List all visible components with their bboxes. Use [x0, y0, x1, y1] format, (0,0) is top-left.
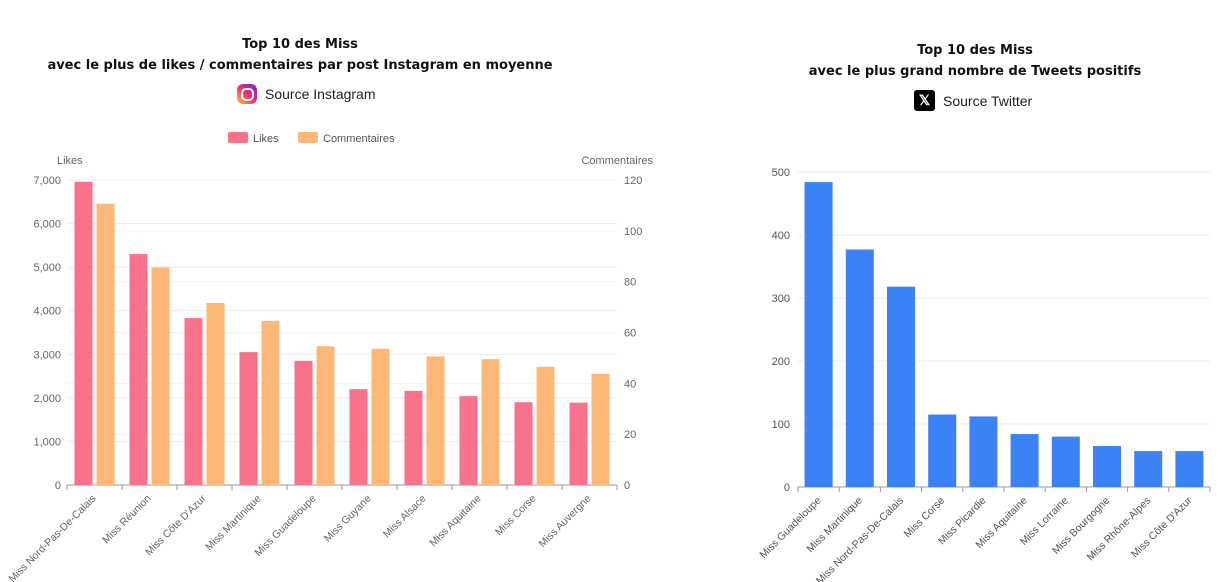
left-chart-title: Top 10 des Miss avec le plus de likes / … [20, 34, 580, 76]
left-title-line2: avec le plus de likes / commentaires par… [47, 58, 553, 73]
y-tick-label: 7,000 [33, 175, 61, 187]
left-source-label: Source Instagram [265, 86, 376, 102]
legend-swatch [228, 132, 248, 143]
bar-commentaires [591, 373, 610, 485]
x-tick-label: Miss Réunion [100, 493, 154, 547]
bar-commentaires [206, 303, 225, 485]
y-tick-label: 0 [55, 480, 61, 492]
x-tick-label: Miss Martinique [203, 493, 264, 554]
y-tick-label: 500 [772, 167, 790, 179]
bar-likes [459, 396, 478, 485]
x-tick-label: Miss Côte D'Azur [143, 492, 209, 558]
bar-tweets [887, 286, 915, 487]
bar-tweets [1175, 451, 1204, 487]
y-axis-title: Likes [57, 155, 83, 167]
y-tick-label: 300 [772, 293, 790, 305]
x-tick-label: Miss Nord-Pas-De-Calais [6, 493, 98, 582]
bar-likes [239, 352, 258, 485]
x-tick-label: Miss Corse [493, 493, 539, 539]
right-title-line1: Top 10 des Miss [917, 43, 1033, 58]
bar-likes [514, 402, 533, 485]
bar-likes [349, 389, 368, 485]
right-source-label: Source Twitter [943, 92, 1033, 109]
bar-commentaires [96, 203, 115, 485]
y2-tick-label: 0 [624, 480, 630, 492]
bar-likes [404, 390, 423, 485]
right-title-line2: avec le plus grand nombre de Tweets posi… [808, 64, 1142, 79]
y2-tick-label: 20 [624, 429, 636, 441]
right-chart-title: Top 10 des Miss avec le plus grand nombr… [775, 40, 1175, 82]
bar-commentaires [536, 366, 555, 485]
bar-likes [74, 181, 93, 485]
y-tick-label: 4,000 [33, 306, 61, 318]
y-tick-label: 0 [784, 482, 790, 494]
legend-label: Commentaires [323, 133, 395, 145]
y-tick-label: 100 [772, 419, 790, 431]
y-tick-label: 2,000 [33, 393, 61, 405]
bar-likes [569, 402, 588, 485]
y-tick-label: 1,000 [33, 436, 61, 448]
bar-tweets [928, 414, 957, 487]
y-tick-label: 200 [772, 356, 790, 368]
bar-commentaires [371, 348, 390, 485]
bar-tweets [1134, 451, 1163, 487]
y-tick-label: 5,000 [33, 262, 61, 274]
bar-commentaires [316, 346, 335, 485]
y2-tick-label: 100 [624, 226, 642, 238]
y-tick-label: 400 [772, 230, 790, 242]
legend-swatch [298, 132, 318, 143]
bar-commentaires [151, 267, 170, 485]
bar-commentaires [481, 359, 500, 485]
bar-tweets [1093, 446, 1121, 487]
y2-axis-title: Commentaires [581, 155, 653, 167]
x-tick-label: Miss Alsace [381, 493, 429, 541]
x-tick-label: Miss Guadeloupe [252, 493, 318, 559]
left-title-line1: Top 10 des Miss [242, 37, 358, 52]
y2-tick-label: 60 [624, 328, 636, 340]
bar-tweets [1051, 436, 1080, 487]
y2-tick-label: 40 [624, 378, 636, 390]
bar-likes [184, 318, 203, 485]
x-tick-label: Miss Guyane [322, 493, 374, 545]
y-tick-label: 6,000 [33, 219, 61, 231]
bar-tweets [845, 249, 874, 487]
bar-tweets [804, 182, 833, 487]
x-tick-label: Miss Aquitaine [427, 493, 483, 549]
bar-commentaires [261, 320, 280, 485]
bar-commentaires [426, 356, 445, 485]
y2-tick-label: 80 [624, 277, 636, 289]
y2-tick-label: 120 [624, 175, 642, 187]
bar-tweets [969, 416, 998, 487]
bar-likes [129, 254, 148, 485]
legend-label: Likes [253, 133, 279, 145]
bar-likes [294, 360, 313, 485]
bar-tweets [1010, 434, 1039, 487]
left-source: Source Instagram [237, 84, 376, 104]
x-icon: 𝕏 [914, 90, 935, 111]
x-tick-label: Miss Auvergne [536, 493, 593, 550]
instagram-icon [237, 84, 257, 104]
right-source: 𝕏 Source Twitter [914, 90, 1032, 111]
y-tick-label: 3,000 [33, 349, 61, 361]
